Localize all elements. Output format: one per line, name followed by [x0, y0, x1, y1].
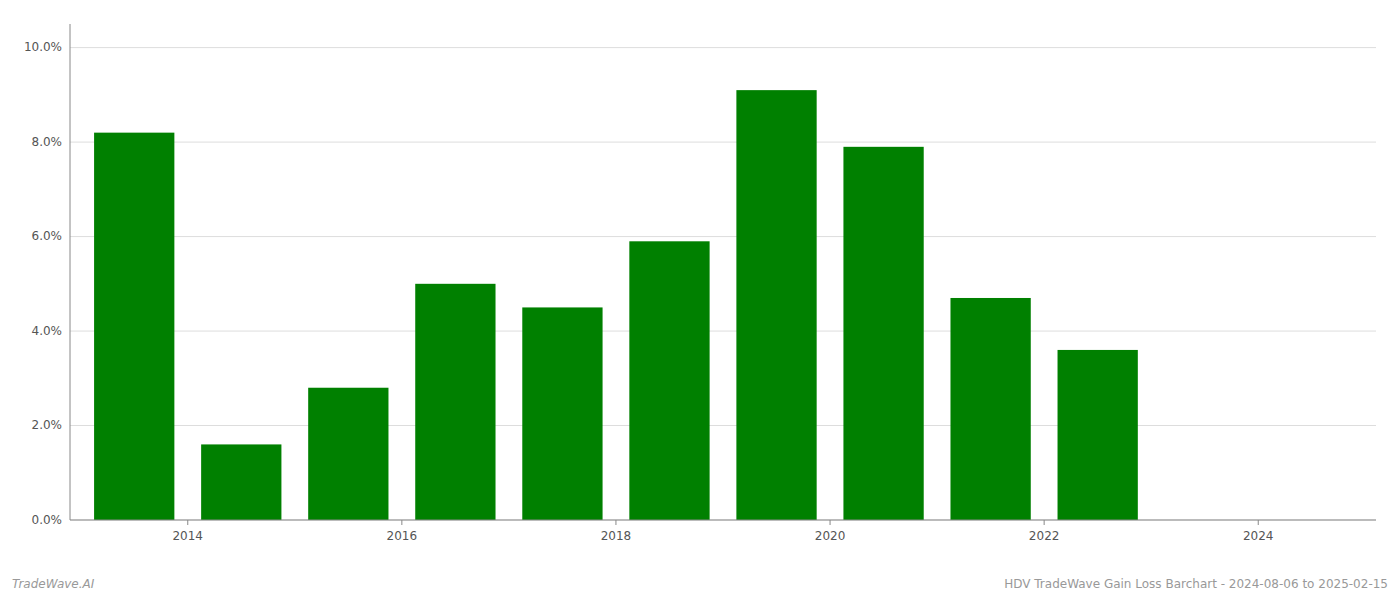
chart-svg: 0.0% 2.0% 4.0% 6.0% 8.0% 10.0% 2014 2016 2018 202…	[0, 0, 1400, 600]
y-tick-label: 4.0%	[32, 324, 63, 338]
bar	[629, 241, 709, 520]
grid-line	[70, 520, 1376, 521]
y-grid	[70, 48, 1376, 520]
x-tick	[1258, 520, 1259, 525]
chart-container: 0.0% 2.0% 4.0% 6.0% 8.0% 10.0% 2014 2016 2018 202…	[0, 0, 1400, 600]
grid-line	[70, 142, 1376, 143]
grid-line	[70, 331, 1376, 332]
bars	[94, 90, 1138, 520]
y-tick-label: 6.0%	[32, 229, 63, 243]
x-tick-label: 2024	[1243, 529, 1274, 543]
x-tick	[615, 520, 616, 525]
bar	[1058, 350, 1138, 520]
bar	[843, 147, 923, 520]
y-axis-line	[70, 24, 71, 520]
x-tick-label: 2016	[387, 529, 418, 543]
x-axis-line	[70, 520, 1376, 521]
bar	[94, 133, 174, 520]
bar	[522, 307, 602, 520]
bar	[415, 284, 495, 520]
grid-line	[70, 425, 1376, 426]
x-tick-label: 2020	[815, 529, 846, 543]
bar	[736, 90, 816, 520]
footer-text: TradeWave.AI	[12, 577, 95, 591]
x-tick	[830, 520, 831, 525]
x-tick-label: 2018	[601, 529, 632, 543]
y-tick-label: 8.0%	[32, 135, 63, 149]
y-tick-label: 0.0%	[32, 513, 63, 527]
grid-line	[70, 236, 1376, 237]
footer-text: HDV TradeWave Gain Loss Barchart - 2024-…	[1004, 577, 1388, 591]
y-tick-label: 2.0%	[32, 418, 63, 432]
bar	[308, 388, 388, 520]
bar	[950, 298, 1030, 520]
x-tick-label: 2022	[1029, 529, 1060, 543]
bar	[201, 444, 281, 520]
x-tick	[1044, 520, 1045, 525]
grid-line	[70, 47, 1376, 48]
x-tick	[187, 520, 188, 525]
x-tick-label: 2014	[172, 529, 203, 543]
y-tick-label: 10.0%	[24, 40, 62, 54]
x-tick	[401, 520, 402, 525]
